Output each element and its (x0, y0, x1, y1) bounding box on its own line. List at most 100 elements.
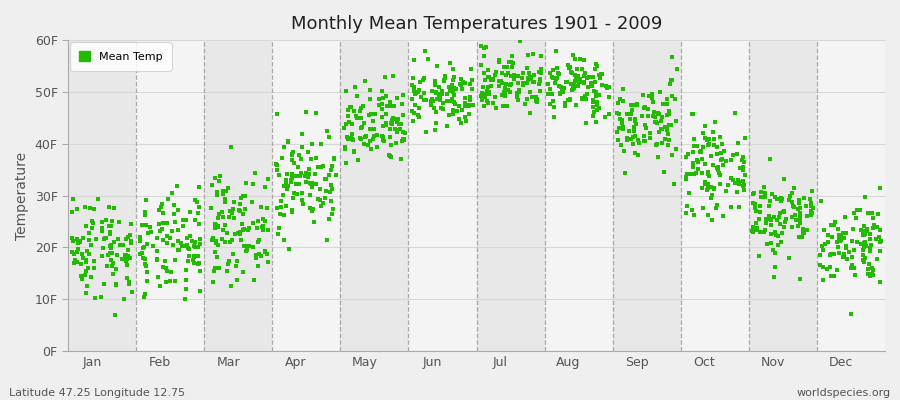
Point (763, 231, 778, 238)
Point (797, 230, 812, 237)
Point (509, 94, 524, 100)
Point (696, 205, 710, 212)
Point (458, 100, 473, 106)
Point (736, 153, 751, 160)
Point (713, 181, 727, 188)
Point (871, 210, 886, 217)
Point (866, 266, 880, 273)
Point (109, 266, 123, 272)
Point (270, 166, 284, 173)
Point (140, 241, 154, 247)
Point (221, 260, 236, 267)
Point (541, 80, 555, 87)
Point (521, 77, 535, 83)
Point (91, 195, 105, 202)
Point (353, 135, 367, 141)
Point (159, 268, 174, 274)
Point (313, 141, 328, 147)
Point (382, 152, 397, 158)
Point (479, 90, 493, 97)
Point (454, 119, 469, 126)
Point (390, 129, 404, 135)
Point (191, 244, 205, 250)
Point (97, 235, 112, 242)
Point (250, 263, 265, 270)
Point (773, 221, 788, 228)
Point (280, 186, 294, 192)
Point (477, 45, 491, 52)
Point (856, 251, 870, 258)
Point (843, 265, 858, 271)
Point (301, 149, 315, 155)
Point (150, 248, 165, 254)
Point (318, 176, 332, 182)
Point (341, 136, 356, 142)
Point (680, 202, 694, 209)
Point (783, 193, 797, 200)
Point (204, 181, 219, 188)
Point (706, 162, 721, 169)
Point (65, 248, 79, 255)
Point (830, 239, 844, 246)
Point (366, 136, 381, 142)
Point (838, 214, 852, 220)
Point (864, 210, 878, 216)
Point (277, 183, 292, 189)
Point (773, 239, 788, 245)
Point (222, 258, 237, 264)
Point (637, 138, 652, 144)
Point (567, 78, 581, 84)
Point (659, 124, 673, 130)
Point (626, 134, 641, 140)
Point (463, 97, 477, 104)
Point (73, 238, 87, 244)
Point (844, 254, 859, 260)
Point (109, 282, 123, 288)
Point (390, 95, 404, 101)
Point (175, 242, 189, 249)
Point (286, 190, 301, 196)
Point (143, 224, 157, 230)
Point (313, 203, 328, 209)
Point (153, 228, 167, 234)
Point (66, 238, 80, 244)
Point (207, 220, 221, 227)
Point (103, 250, 117, 256)
Point (337, 124, 351, 131)
Point (447, 98, 462, 105)
Point (407, 88, 421, 94)
Point (383, 120, 398, 126)
Point (302, 166, 316, 172)
Point (212, 210, 226, 217)
Point (188, 244, 202, 250)
Point (700, 185, 715, 191)
Point (391, 116, 405, 122)
Title: Monthly Mean Temperatures 1901 - 2009: Monthly Mean Temperatures 1901 - 2009 (291, 15, 662, 33)
Bar (68, 40, 136, 351)
Point (182, 253, 196, 259)
Point (627, 118, 642, 124)
Point (396, 136, 410, 142)
Point (505, 52, 519, 59)
Point (294, 144, 309, 150)
Point (246, 220, 260, 226)
Point (187, 254, 202, 260)
Point (853, 206, 868, 213)
Point (85, 242, 99, 248)
Point (611, 100, 625, 106)
Point (282, 138, 296, 144)
Point (561, 62, 575, 68)
Point (78, 204, 93, 210)
Point (861, 271, 876, 277)
Point (687, 136, 701, 142)
Point (698, 179, 713, 186)
Point (482, 83, 496, 90)
Point (226, 206, 240, 212)
Point (65, 209, 79, 216)
Point (249, 252, 264, 258)
Point (474, 97, 489, 103)
Point (776, 209, 790, 216)
Point (346, 136, 360, 143)
Point (277, 144, 292, 150)
Point (194, 268, 208, 275)
